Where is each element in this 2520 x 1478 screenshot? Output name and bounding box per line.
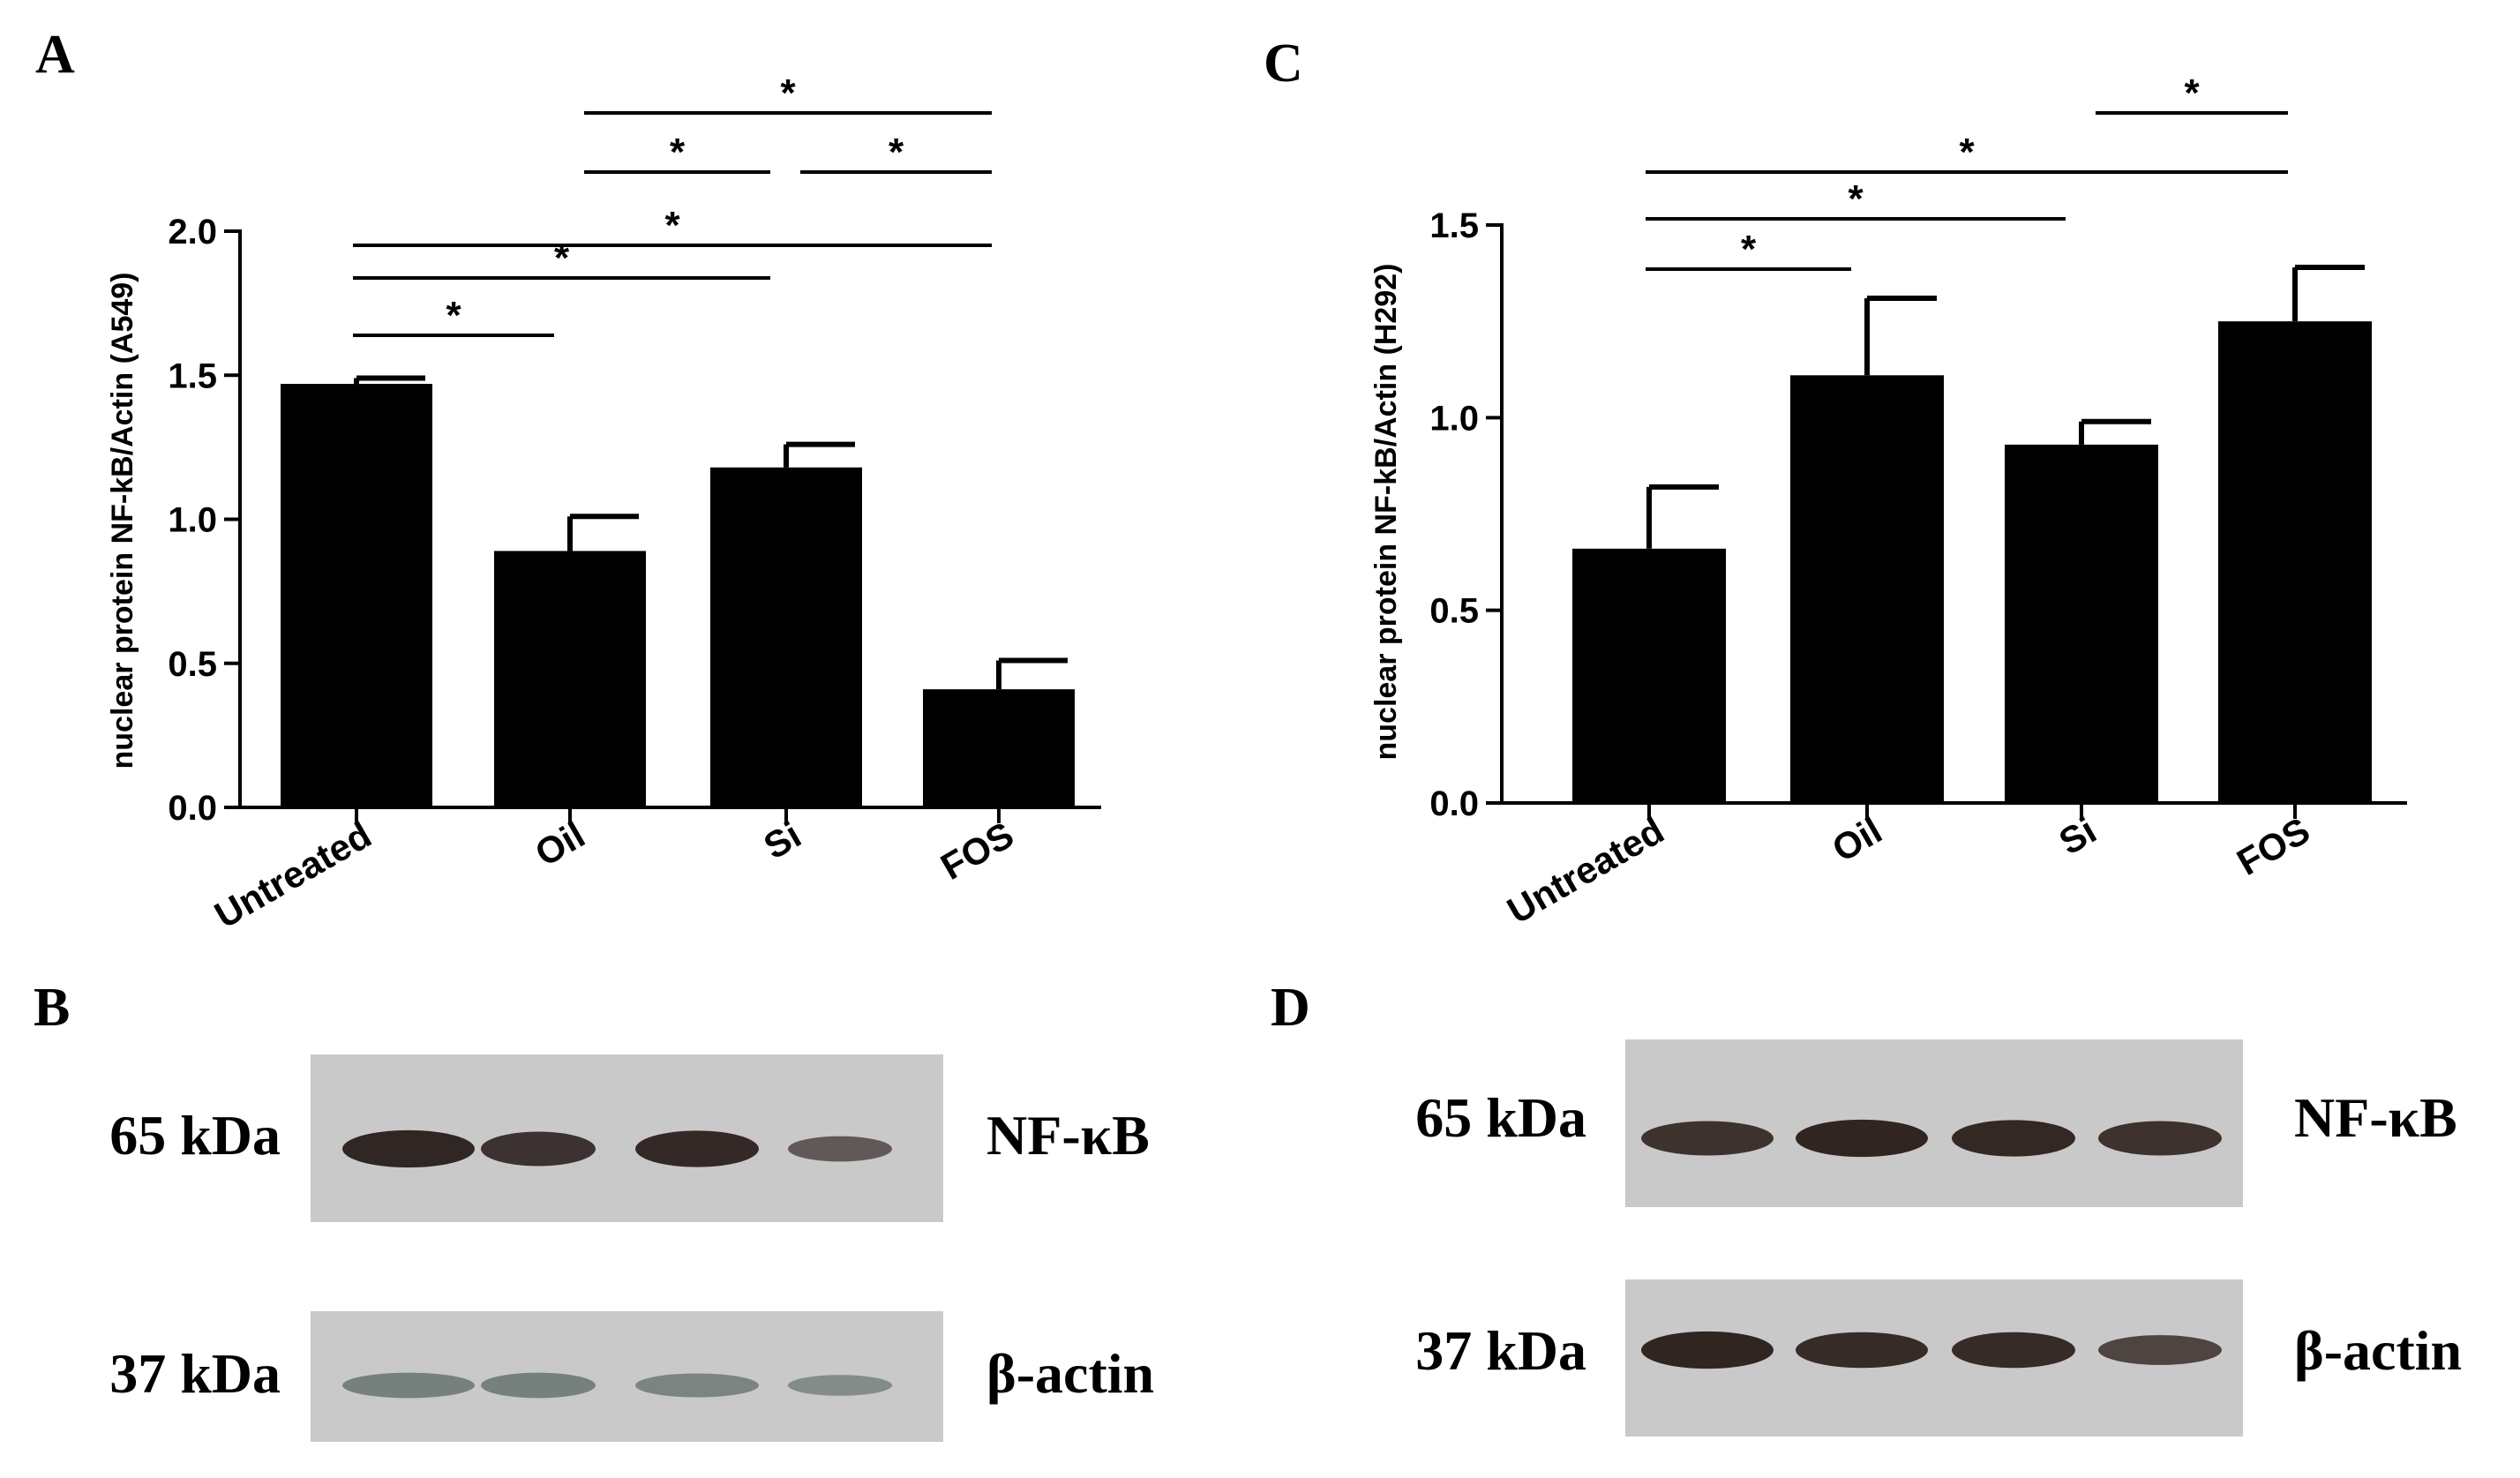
blot-d: D 65 kDa NF-κB 37 kDa β-actin xyxy=(1271,978,2462,1437)
category-label: Oil xyxy=(528,814,591,874)
blot-band xyxy=(1641,1121,1774,1156)
protein-label: NF-κB xyxy=(2294,1086,2457,1149)
significance-star: * xyxy=(1848,177,1864,221)
category-label: Si xyxy=(2052,809,2104,863)
molecular-weight-label: 65 kDa xyxy=(1415,1086,1586,1149)
y-tick-label: 1.5 xyxy=(168,356,217,395)
bar xyxy=(494,551,646,807)
protein-label: β-actin xyxy=(986,1342,1154,1405)
panel-letter: D xyxy=(1271,978,1310,1038)
molecular-weight-label: 37 kDa xyxy=(1415,1319,1586,1382)
bar xyxy=(1790,375,1944,803)
category-label: Untreated xyxy=(207,814,378,936)
blot-band xyxy=(1952,1332,2075,1369)
blot-band xyxy=(481,1131,596,1167)
bar xyxy=(281,384,432,807)
blot-band xyxy=(342,1372,475,1399)
panel-letter: C xyxy=(1264,34,1303,94)
category-label: Si xyxy=(757,814,808,867)
blot-band xyxy=(1952,1120,2075,1157)
protein-label: NF-κB xyxy=(986,1104,1150,1167)
y-tick-label: 0.0 xyxy=(1429,784,1479,823)
panel-letter: B xyxy=(34,978,70,1038)
y-tick-label: 1.5 xyxy=(1429,206,1479,245)
y-tick-label: 0.5 xyxy=(168,645,217,684)
y-tick-label: 2.0 xyxy=(168,213,217,251)
panel-letter: A xyxy=(35,25,75,85)
significance-star: * xyxy=(554,236,570,280)
blot-band xyxy=(788,1136,892,1162)
significance-star: * xyxy=(670,131,686,174)
blot-band xyxy=(2098,1335,2222,1365)
significance-star: * xyxy=(780,71,796,115)
bar xyxy=(710,467,862,807)
category-label: FOS xyxy=(934,814,1020,888)
chart-c: C 0.0 0.5 1.0 1.5 nuclear protein NF-kB/Actin… xyxy=(1264,34,2407,932)
bar xyxy=(2218,321,2372,804)
significance-star: * xyxy=(446,294,461,337)
blot-band xyxy=(342,1129,475,1168)
molecular-weight-label: 65 kDa xyxy=(109,1104,281,1167)
blot-band xyxy=(1796,1119,1928,1158)
blot-band xyxy=(635,1373,759,1398)
molecular-weight-label: 37 kDa xyxy=(109,1342,281,1405)
bar xyxy=(923,689,1075,807)
blot-band xyxy=(1641,1331,1774,1369)
category-label: FOS xyxy=(2230,809,2316,883)
blot-band xyxy=(788,1375,892,1396)
y-axis-label: nuclear protein NF-kB/Actin (A549) xyxy=(106,273,139,769)
significance-star: * xyxy=(889,131,904,174)
significance-star: * xyxy=(1959,131,1975,174)
significance-star: * xyxy=(2184,71,2200,115)
category-label: Oil xyxy=(1825,809,1888,870)
protein-label: β-actin xyxy=(2294,1319,2462,1382)
blot-band xyxy=(481,1372,596,1399)
y-tick-label: 0.5 xyxy=(1429,592,1479,631)
blot-band xyxy=(2098,1121,2222,1156)
blot-b: B 65 kDa NF-κB 37 kDa β-actin xyxy=(34,978,1154,1442)
y-tick-label: 1.0 xyxy=(1429,399,1479,438)
bar xyxy=(2005,444,2158,803)
y-axis-label: nuclear protein NF-kB/Actin (H292) xyxy=(1369,264,1403,761)
category-label: Untreated xyxy=(1500,809,1670,932)
chart-a: A 0.0 0.5 1.0 1.5 2.0 nuclear protein NF-kB/Ac… xyxy=(35,25,1101,936)
significance-star: * xyxy=(664,204,680,247)
significance-star: * xyxy=(1741,228,1757,271)
blot-band xyxy=(1796,1332,1928,1369)
y-tick-label: 1.0 xyxy=(168,501,217,540)
y-tick-label: 0.0 xyxy=(168,789,217,828)
blot-band xyxy=(635,1130,759,1167)
bar xyxy=(1572,548,1726,803)
